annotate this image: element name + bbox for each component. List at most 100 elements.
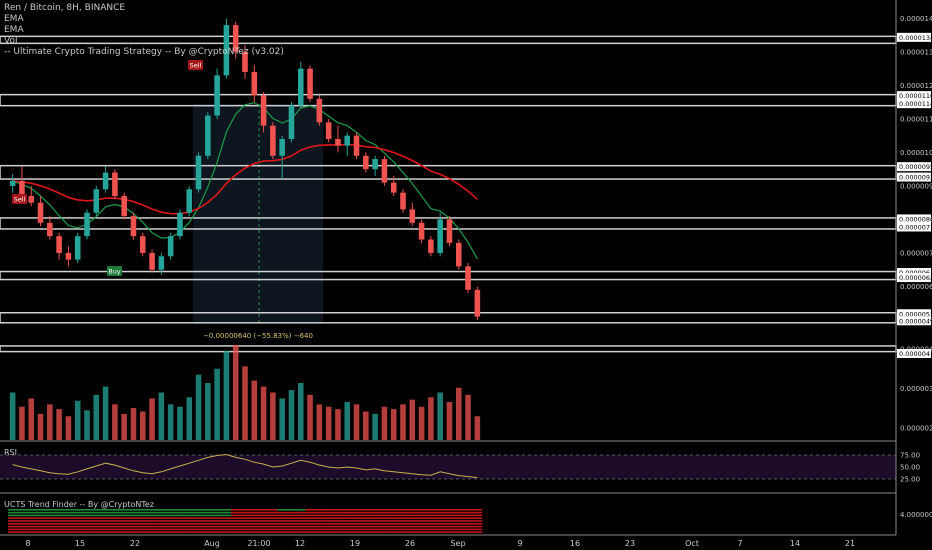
trend-cell <box>231 514 241 517</box>
trend-cell <box>35 531 46 533</box>
candle <box>418 222 425 240</box>
trend-cell <box>240 531 250 533</box>
candle <box>353 135 360 156</box>
trend-cell <box>240 520 250 522</box>
price-label-value: 0.00001144 <box>899 100 932 108</box>
candle <box>74 236 81 260</box>
trend-cell <box>296 514 306 517</box>
trend-cell <box>370 511 381 514</box>
time-axis-label: Oct <box>685 539 699 548</box>
trend-cell <box>407 511 418 514</box>
trend-cell <box>231 511 241 514</box>
trend-cell <box>166 520 176 522</box>
trend-cell <box>370 509 381 511</box>
trend-cell <box>110 520 120 522</box>
volume-bar <box>139 411 146 440</box>
trend-cell <box>333 523 343 525</box>
volume-bar <box>232 345 239 440</box>
trend-cell <box>240 514 250 517</box>
rsi-pane-label[interactable]: RSI <box>4 448 17 457</box>
ema-fast-label[interactable]: EMA <box>4 14 24 24</box>
trend-cell <box>119 517 130 519</box>
trend-cell <box>175 525 185 528</box>
trend-cell <box>184 525 195 528</box>
trend-cell <box>463 511 474 514</box>
trend-cell <box>398 509 408 511</box>
volume-bar <box>270 392 276 440</box>
trend-cell <box>444 523 455 525</box>
trend-cell <box>426 509 436 511</box>
trend-cell <box>175 528 185 531</box>
trend-cell <box>342 520 353 522</box>
trend-cell <box>82 520 92 522</box>
trend-cell <box>286 517 297 519</box>
volume-bar <box>177 406 183 440</box>
rsi-line <box>12 453 478 479</box>
trend-cell <box>407 520 418 522</box>
trend-cell <box>45 520 55 522</box>
volume-label[interactable]: Vol <box>4 36 18 46</box>
volume-bar <box>56 409 62 440</box>
time-axis-label: 16 <box>570 539 580 548</box>
candle <box>167 236 174 257</box>
trend-cell <box>119 511 130 514</box>
trend-cell <box>416 523 427 525</box>
trend-cell <box>128 523 139 525</box>
candle <box>195 155 202 190</box>
symbol-title[interactable]: Ren / Bitcoin, 8H, BINANCE <box>4 3 126 13</box>
price-label-value: 0.00000496 <box>899 317 932 325</box>
trend-cell <box>35 525 46 528</box>
volume-bar <box>455 387 462 440</box>
ema-slow-label[interactable]: EMA <box>4 25 24 35</box>
trend-cell <box>110 514 120 517</box>
trend-cell <box>203 517 213 519</box>
trend-cell <box>54 514 65 517</box>
price-label-box <box>897 316 931 326</box>
trend-cell <box>147 525 158 528</box>
volume-bar <box>288 390 295 440</box>
candle <box>205 115 211 156</box>
candle <box>409 209 416 223</box>
trend-cell <box>100 511 111 514</box>
trend-cell <box>45 531 55 533</box>
trend-cell <box>82 509 92 511</box>
price-label-box <box>897 214 931 224</box>
trend-cell <box>119 531 130 533</box>
trend-cell <box>212 514 223 517</box>
trend-cell <box>35 511 46 514</box>
trend-cell <box>100 520 111 522</box>
trend-cell <box>454 511 464 514</box>
trend-cell <box>175 514 185 517</box>
time-axis-label: 21:00 <box>247 539 270 548</box>
price-label-box <box>897 172 931 182</box>
trend-cell <box>26 528 37 531</box>
strategy-label[interactable]: -- Ultimate Crypto Trading Strategy -- B… <box>4 47 284 57</box>
trend-cell <box>435 531 446 533</box>
candle <box>19 180 25 196</box>
trend-cell <box>416 528 427 531</box>
trend-cell <box>119 509 130 511</box>
trend-cell <box>73 528 83 531</box>
volume-bar <box>214 368 220 440</box>
volume-bar <box>195 374 202 440</box>
trend-cell <box>240 509 250 511</box>
trend-pane-label[interactable]: UCTS Trend Finder -- By @CryptoNTez <box>4 500 154 509</box>
price-label-value: 0.00000956 <box>899 163 932 171</box>
candle <box>325 122 332 140</box>
trend-cell <box>231 517 241 519</box>
trend-cell <box>8 511 18 514</box>
trend-cell <box>342 528 353 531</box>
trend-cell <box>333 517 343 519</box>
trend-cell <box>63 517 74 519</box>
trend-cell <box>286 531 297 533</box>
trend-cell <box>258 517 269 519</box>
trend-cell <box>435 514 446 517</box>
candle <box>372 159 378 170</box>
trend-cell <box>203 520 213 522</box>
volume-bar <box>149 398 155 440</box>
trend-cell <box>45 525 55 528</box>
trend-cell <box>166 525 176 528</box>
candle <box>28 195 35 203</box>
trend-cell <box>100 531 111 533</box>
